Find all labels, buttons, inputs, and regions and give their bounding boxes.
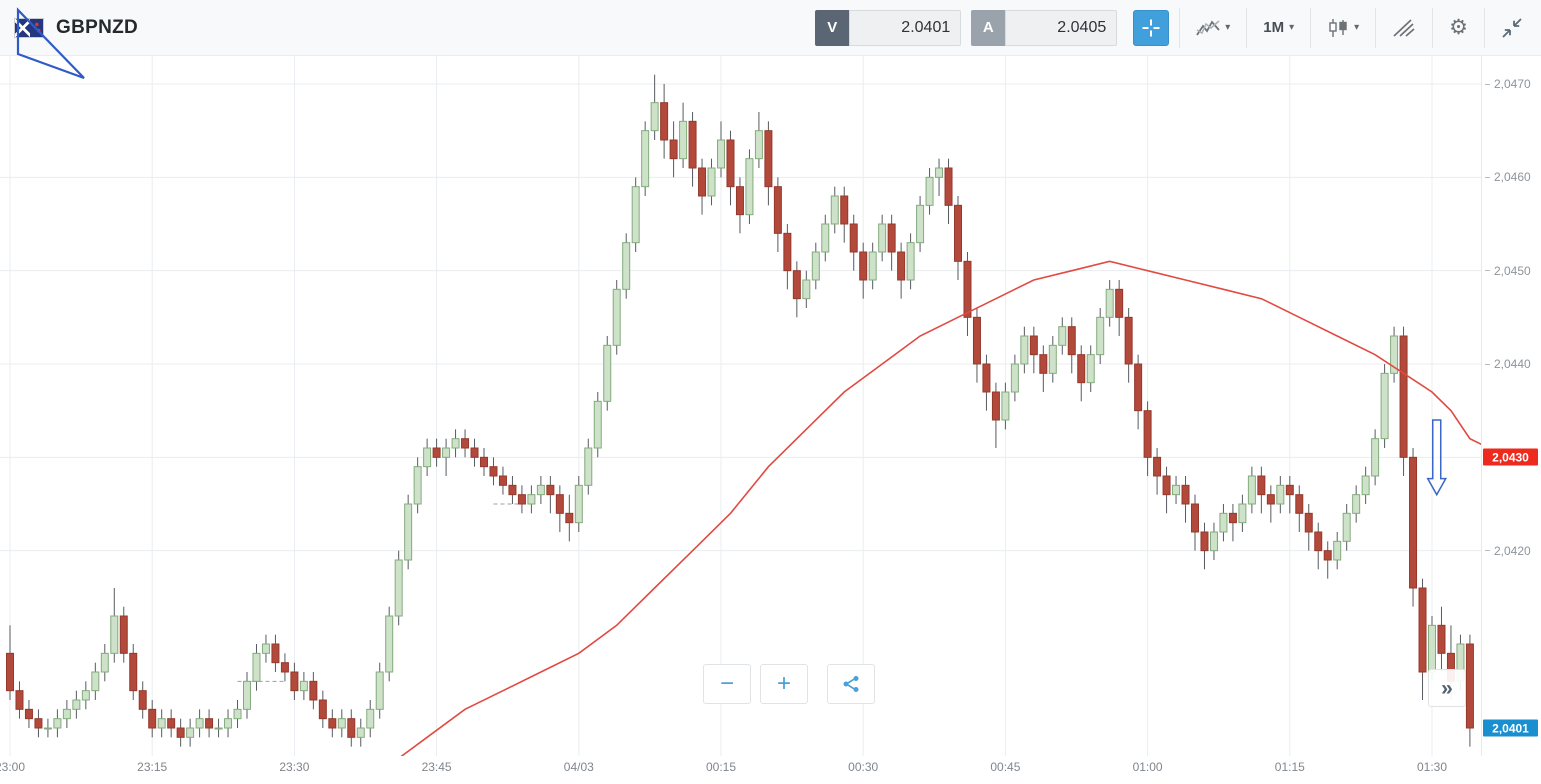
y-axis-label: 2,0450 xyxy=(1485,264,1531,278)
gear-icon: ⚙ xyxy=(1449,16,1468,39)
time-axis[interactable]: 23:00 23:15 23:30 23:45 04/03 00:15 00:30 00:45… xyxy=(0,756,1481,784)
sell-price[interactable]: 2.0401 xyxy=(849,9,962,46)
instrument-header: GBPNZD xyxy=(14,17,138,39)
collapse-arrows-icon xyxy=(1502,17,1522,38)
x-axis-label: 01:00 xyxy=(1132,760,1163,774)
crosshair-icon xyxy=(1142,19,1160,36)
x-axis-label: 00:15 xyxy=(705,760,737,774)
indicators-button[interactable] xyxy=(1386,14,1422,42)
x-axis-label: 01:15 xyxy=(1274,760,1305,774)
settings-button[interactable]: ⚙ xyxy=(1443,13,1474,42)
y-axis-label: 2,0420 xyxy=(1485,544,1531,558)
y-axis-label: 2,0440 xyxy=(1485,357,1531,371)
y-axis-label: 2,0470 xyxy=(1485,77,1531,91)
ma-price-badge: 2,0430 xyxy=(1483,448,1538,466)
x-axis-label: 00:45 xyxy=(990,760,1021,774)
chevron-down-icon: ▾ xyxy=(1289,21,1295,33)
buy-button[interactable]: A xyxy=(971,9,1006,46)
gbpnzd-flag-icon xyxy=(14,17,44,38)
buy-price[interactable]: 2.0405 xyxy=(1005,9,1118,46)
candle-style-dropdown[interactable]: ▾ xyxy=(1321,14,1365,42)
x-axis-label: 23:15 xyxy=(137,760,168,774)
x-axis-label: 01:30 xyxy=(1416,760,1448,774)
collapse-chart-button[interactable] xyxy=(1495,13,1529,43)
candlestick-icon xyxy=(1329,18,1347,37)
buy-group: A 2.0405 xyxy=(971,9,1118,46)
x-axis-label: 23:30 xyxy=(279,760,310,774)
triangle-drawing-annotation[interactable] xyxy=(6,4,98,88)
x-axis-label: 04/03 xyxy=(563,760,594,774)
toolbar-separator xyxy=(1375,7,1377,48)
chart-zoom-controls: − + xyxy=(703,664,875,704)
sell-group: V 2.0401 xyxy=(815,9,962,46)
x-axis-label: 23:45 xyxy=(421,760,452,774)
timeframe-dropdown[interactable]: 1M ▾ xyxy=(1257,15,1300,40)
candlestick-chart[interactable]: − + » xyxy=(0,56,1481,756)
timeframe-value: 1M xyxy=(1263,19,1285,36)
toolbar-separator xyxy=(1246,7,1248,48)
price-axis[interactable]: 2,0430 2,0401 2,0470 2,0460 2,0450 2,0440 2,… xyxy=(1481,56,1541,756)
crosshair-button[interactable] xyxy=(1133,9,1170,46)
indicators-icon xyxy=(1393,18,1415,37)
symbol-title: GBPNZD xyxy=(56,16,139,38)
chart-canvas[interactable] xyxy=(0,56,1481,756)
top-toolbar: GBPNZD V 2.0401 A 2.0405 ▾ 1M ▾ xyxy=(0,0,1541,56)
line-chart-icon xyxy=(1196,19,1220,35)
last-price-badge: 2,0401 xyxy=(1483,719,1538,737)
zoom-in-button[interactable]: + xyxy=(760,664,808,704)
chart-type-dropdown[interactable]: ▾ xyxy=(1190,15,1236,41)
x-axis-label: 23:00 xyxy=(0,760,26,774)
toolbar-separator xyxy=(1432,7,1434,48)
toolbar-right: V 2.0401 A 2.0405 ▾ 1M ▾ xyxy=(815,7,1529,48)
share-icon xyxy=(843,676,859,692)
chevron-down-icon: ▾ xyxy=(1354,21,1360,33)
toolbar-separator xyxy=(1179,7,1181,48)
y-axis-label: 2,0460 xyxy=(1485,170,1531,184)
share-button[interactable] xyxy=(827,664,875,704)
sell-button[interactable]: V xyxy=(815,9,850,46)
x-axis-label: 00:30 xyxy=(848,760,879,774)
chevron-down-icon: ▾ xyxy=(1225,21,1231,33)
scroll-to-latest-button[interactable]: » xyxy=(1428,669,1466,707)
toolbar-separator xyxy=(1484,7,1485,48)
zoom-out-button[interactable]: − xyxy=(703,664,751,704)
toolbar-separator xyxy=(1310,7,1312,48)
